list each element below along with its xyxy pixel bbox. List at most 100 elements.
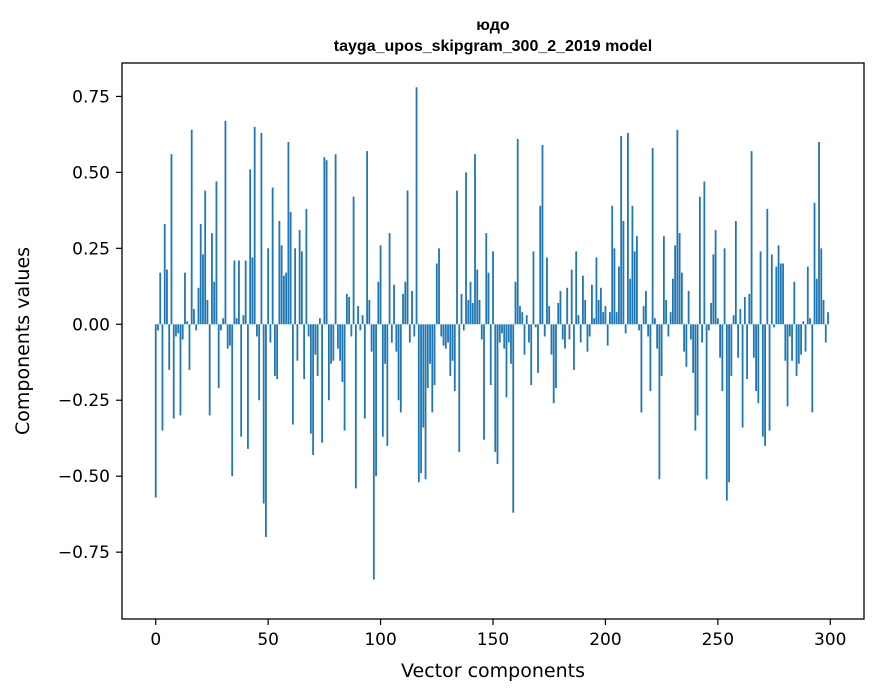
bar-273 bbox=[768, 324, 771, 431]
bar-192 bbox=[586, 324, 589, 352]
bar-191 bbox=[584, 299, 587, 325]
bar-42 bbox=[249, 169, 252, 325]
bar-265 bbox=[750, 151, 753, 325]
bar-261 bbox=[741, 324, 744, 428]
bar-212 bbox=[631, 205, 634, 325]
bar-179 bbox=[557, 303, 560, 325]
bar-230 bbox=[671, 278, 674, 325]
bar-21 bbox=[202, 254, 204, 325]
bar-72 bbox=[316, 324, 319, 376]
bar-198 bbox=[600, 287, 602, 325]
bar-205 bbox=[615, 312, 618, 325]
bar-37 bbox=[238, 260, 240, 325]
bar-84 bbox=[343, 324, 346, 431]
bar-48 bbox=[262, 324, 265, 504]
bar-184 bbox=[568, 324, 571, 340]
bar-2 bbox=[159, 272, 162, 325]
bar-248 bbox=[712, 254, 715, 325]
bar-130 bbox=[447, 324, 449, 343]
bar-15 bbox=[188, 324, 191, 370]
bar-270 bbox=[761, 324, 764, 437]
bar-117 bbox=[417, 324, 420, 483]
bar-128 bbox=[442, 324, 445, 346]
x-tick-label: 150 bbox=[477, 630, 509, 650]
bar-46 bbox=[258, 324, 261, 401]
bar-109 bbox=[399, 324, 402, 413]
bar-134 bbox=[456, 190, 458, 325]
bar-278 bbox=[779, 263, 782, 325]
bar-276 bbox=[775, 266, 778, 325]
y-axis-ticks: −0.75 −0.50 −0.25 0.00 0.25 0.50 0.75 bbox=[58, 87, 122, 563]
bar-139 bbox=[467, 299, 470, 325]
bar-167 bbox=[530, 324, 533, 386]
bar-9 bbox=[175, 324, 177, 337]
bar-201 bbox=[606, 324, 609, 346]
bar-118 bbox=[420, 324, 422, 474]
bar-285 bbox=[795, 324, 798, 376]
bar-120 bbox=[424, 324, 427, 480]
bar-57 bbox=[282, 275, 285, 325]
bar-76 bbox=[325, 160, 328, 325]
chart-title: юдо bbox=[476, 17, 510, 34]
bar-213 bbox=[633, 251, 636, 325]
bar-204 bbox=[613, 248, 616, 325]
bar-286 bbox=[797, 324, 800, 364]
bar-28 bbox=[217, 324, 220, 389]
x-axis-ticks: 0 50 100 150 200 250 300 bbox=[150, 619, 846, 650]
y-tick-label: −0.75 bbox=[58, 543, 110, 563]
bar-291 bbox=[809, 318, 811, 325]
bar-146 bbox=[483, 324, 485, 440]
bar-197 bbox=[597, 299, 600, 325]
bar-188 bbox=[577, 315, 580, 325]
bar-36 bbox=[235, 318, 238, 325]
bar-55 bbox=[278, 220, 281, 325]
bar-101 bbox=[381, 324, 384, 437]
x-axis-label: Vector components bbox=[401, 660, 585, 682]
bar-144 bbox=[478, 299, 481, 325]
bar-227 bbox=[665, 299, 668, 325]
bar-238 bbox=[689, 324, 692, 340]
bar-33 bbox=[229, 324, 231, 346]
bar-107 bbox=[395, 324, 398, 352]
bar-90 bbox=[357, 306, 359, 325]
bar-209 bbox=[624, 324, 627, 334]
bar-106 bbox=[393, 284, 395, 325]
bar-283 bbox=[791, 324, 793, 361]
bar-68 bbox=[307, 324, 310, 337]
bar-175 bbox=[548, 306, 551, 325]
bar-24 bbox=[208, 324, 211, 416]
bar-262 bbox=[743, 296, 746, 325]
bar-168 bbox=[532, 251, 535, 325]
y-axis-label: Components values bbox=[12, 247, 34, 435]
bar-13 bbox=[184, 272, 186, 325]
bar-137 bbox=[462, 324, 465, 331]
bar-224 bbox=[658, 324, 661, 480]
bar-51 bbox=[269, 324, 272, 343]
bar-211 bbox=[629, 278, 632, 325]
bar-161 bbox=[516, 138, 519, 325]
bar-86 bbox=[348, 296, 350, 325]
bar-183 bbox=[566, 287, 569, 325]
bar-208 bbox=[622, 220, 625, 325]
bar-95 bbox=[368, 299, 371, 325]
bar-62 bbox=[294, 248, 297, 325]
bar-102 bbox=[384, 324, 386, 364]
y-tick-label: 0.50 bbox=[72, 163, 110, 183]
bar-287 bbox=[800, 324, 802, 355]
bar-7 bbox=[170, 154, 173, 325]
bar-162 bbox=[519, 306, 521, 325]
bar-148 bbox=[487, 272, 490, 325]
bar-19 bbox=[197, 287, 200, 325]
bar-200 bbox=[604, 306, 607, 325]
bar-30 bbox=[222, 318, 225, 325]
bar-129 bbox=[444, 324, 447, 349]
bar-20 bbox=[199, 224, 202, 325]
bar-132 bbox=[451, 324, 454, 361]
bar-87 bbox=[350, 324, 353, 337]
bar-96 bbox=[370, 324, 373, 352]
bar-156 bbox=[505, 324, 508, 398]
bar-229 bbox=[669, 312, 672, 325]
bar-94 bbox=[366, 151, 368, 325]
bar-182 bbox=[564, 324, 566, 349]
